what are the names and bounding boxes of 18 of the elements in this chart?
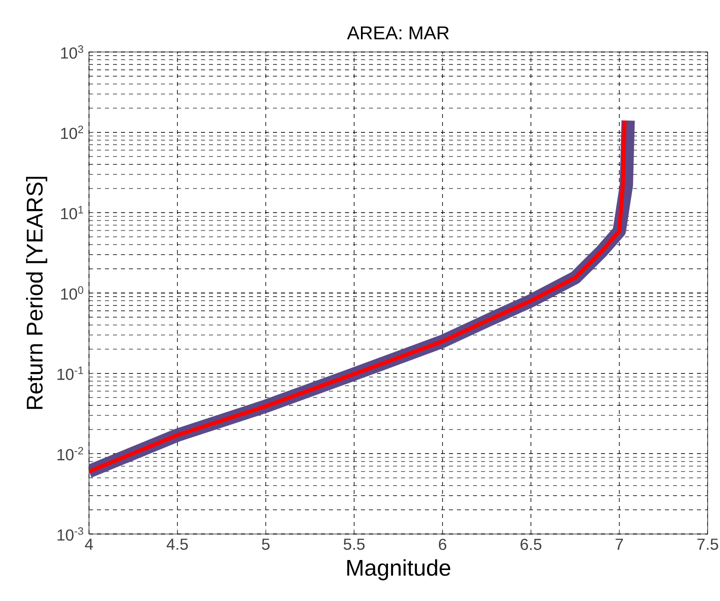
x-tick-label: 6.5 bbox=[520, 538, 542, 550]
y-tick-label: 10$^{1}$ bbox=[61, 206, 84, 220]
x-axis-title: Magnitude bbox=[347, 559, 450, 580]
y-tick-label: 10$^{-1}$ bbox=[58, 366, 84, 380]
chart-title: AREA: MAR bbox=[347, 26, 449, 40]
y-axis-title: Return Period [YEARS] bbox=[26, 176, 48, 409]
y-tick-label: 10$^{-2}$ bbox=[58, 446, 84, 460]
x-tick-label: 7.5 bbox=[697, 538, 718, 550]
x-tick-label: 4 bbox=[84, 538, 93, 550]
y-tick-label: 10$^{0}$ bbox=[61, 286, 84, 300]
y-tick-label: 10$^{-3}$ bbox=[58, 527, 84, 541]
x-tick-label: 5 bbox=[262, 538, 270, 550]
x-tick-label: 6 bbox=[438, 538, 446, 550]
y-tick-label: 10$^{3}$ bbox=[61, 45, 84, 59]
y-tick-label: 10$^{2}$ bbox=[61, 126, 84, 140]
x-tick-label: 7 bbox=[616, 538, 623, 550]
x-tick-label: 4.5 bbox=[166, 538, 188, 550]
x-tick-label: 5.5 bbox=[344, 538, 365, 550]
